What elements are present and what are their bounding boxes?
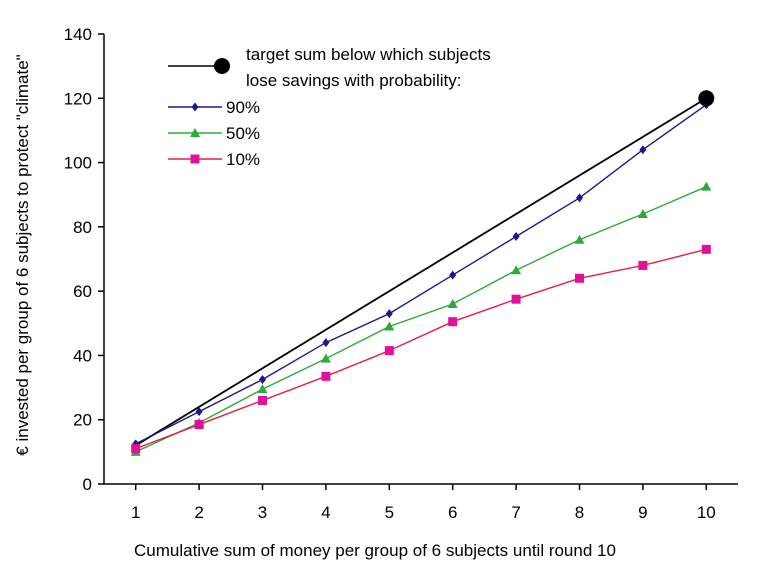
data-point [511,294,521,304]
data-point [194,420,204,430]
legend-marker [191,102,199,112]
data-point [384,346,394,356]
x-tick-label: 2 [194,503,203,522]
data-point [638,260,648,270]
series-line [135,248,707,450]
data-point [321,371,331,381]
legend-label: 50% [226,124,260,143]
data-point [639,145,647,155]
data-point [258,395,267,405]
data-point [447,299,458,308]
data-point [448,317,458,327]
legend-series: 90% 50% 10% [168,98,260,169]
x-tick-label: 7 [511,503,520,522]
data-point [574,234,585,244]
legend-target-marker [214,58,230,74]
y-tick-label: 100 [64,154,92,173]
legend-marker [190,154,200,164]
legend-target-label-line2: lose savings with probability: [246,71,461,90]
y-tick-label: 60 [73,282,92,301]
data-point [637,209,648,218]
x-tick-label: 8 [575,503,584,522]
data-point [385,309,393,319]
x-tick-label: 5 [385,503,394,522]
axes: 0 20 40 60 80 100 120 140 1 2 3 4 5 6 7 8 9 10 [64,25,738,522]
x-tick-label: 6 [448,503,457,522]
data-point [512,232,520,241]
y-tick-label: 0 [83,475,92,494]
x-tick-label: 10 [697,503,716,522]
data-point [322,338,330,348]
y-tick-label: 40 [73,346,92,365]
x-ticks: 1 2 3 4 5 6 7 8 9 10 [131,484,716,522]
x-tick-label: 4 [321,503,330,522]
data-point [195,407,203,417]
series-group [131,244,711,454]
plot-area [130,90,715,456]
legend-label: 90% [226,98,260,117]
x-tick-label: 1 [131,503,140,522]
data-point [259,375,266,385]
data-point [511,265,522,275]
series-group [132,100,710,449]
y-tick-label: 120 [64,89,92,108]
data-point [320,353,331,363]
y-tick-label: 80 [73,218,92,237]
x-tick-label: 9 [638,503,647,522]
data-point [257,384,268,394]
legend-marker [190,128,200,137]
legend: target sum below which subjects lose sav… [168,45,491,169]
y-tick-label: 20 [73,411,92,430]
series-line [135,186,707,453]
data-point [701,244,711,254]
target-line [135,97,707,447]
data-point [131,444,141,454]
x-tick-label: 3 [258,503,267,522]
data-point [576,193,583,203]
y-ticks: 0 20 40 60 80 100 120 140 [64,25,104,494]
y-tick-label: 140 [64,25,92,44]
x-axis-label: Cumulative sum of money per group of 6 s… [134,541,616,560]
data-point [384,321,395,331]
data-point [575,273,584,283]
data-point [701,181,712,191]
target-endpoint-marker [698,90,715,107]
y-axis-label: € invested per group of 6 subjects to pr… [13,54,32,455]
series-group [130,181,712,456]
data-point [449,270,457,280]
legend-target-label: target sum below which subjects [246,45,491,64]
legend-label: 10% [226,150,260,169]
series-line [135,104,707,445]
